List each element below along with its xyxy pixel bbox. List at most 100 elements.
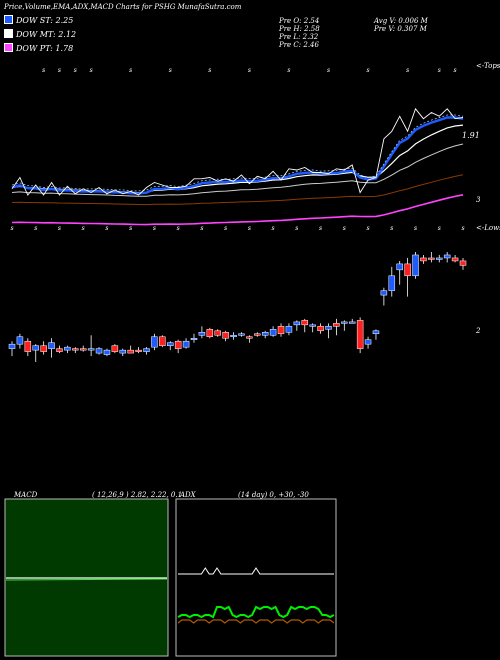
- prev-close: Pre C: 2.46: [279, 41, 319, 49]
- price-line: [11, 107, 464, 196]
- candle-up: [293, 321, 301, 326]
- top-marker: s: [58, 67, 61, 74]
- top-marker: s: [367, 67, 370, 74]
- candle-down: [333, 323, 340, 327]
- ema-mid-line: [11, 143, 464, 197]
- top-marker: s: [42, 67, 45, 74]
- candle-up: [230, 335, 237, 338]
- candle-down: [111, 345, 119, 352]
- top-marker: s: [287, 67, 290, 74]
- legend-swatch-pt: [4, 43, 13, 52]
- candle-up: [87, 348, 95, 351]
- macd-signal-line: [5, 578, 168, 581]
- adx-plus-line: [177, 605, 335, 619]
- prev-high: Pre H: 2.58: [279, 25, 320, 33]
- legend-label-pt: DOW PT: 1.78: [16, 44, 74, 53]
- candle-down: [356, 320, 364, 349]
- candle-up: [190, 337, 198, 340]
- low-marker: s: [177, 225, 180, 232]
- low-marker: s: [105, 225, 108, 232]
- candle-down: [428, 257, 435, 260]
- candle-down: [277, 326, 285, 335]
- candle-up: [143, 348, 150, 352]
- candle-up: [372, 330, 380, 335]
- candle-up: [32, 345, 39, 351]
- candle-down: [301, 320, 309, 326]
- low-marker: s: [438, 225, 441, 232]
- ema-axis-label: 3: [476, 196, 481, 204]
- candlestick-panel: [8, 252, 467, 363]
- top-marker: s: [454, 67, 457, 74]
- candle-down: [174, 340, 182, 349]
- adx-line: [178, 567, 334, 575]
- top-marker: s: [438, 67, 441, 74]
- low-marker: s: [295, 225, 298, 232]
- adx-lines: [177, 567, 335, 624]
- candle-up: [261, 332, 269, 336]
- prev-low: Pre L: 2.32: [279, 33, 319, 41]
- candle-up: [436, 257, 443, 260]
- low-marker: s: [319, 225, 322, 232]
- adx-minus-line: [177, 619, 335, 624]
- low-marker: s: [10, 225, 13, 232]
- legend-dow-mt: DOW MT: 2.12: [4, 29, 76, 39]
- dow-st-line: [11, 116, 464, 195]
- macd-lines: [5, 577, 168, 581]
- legend-label-st: DOW ST: 2.25: [16, 16, 74, 25]
- candle-down: [159, 336, 166, 346]
- candle-down: [451, 257, 459, 262]
- candle-up: [95, 348, 103, 354]
- low-marker: s: [461, 225, 464, 232]
- candle-up: [285, 326, 293, 333]
- candle-up: [8, 343, 16, 349]
- candle-up: [238, 333, 245, 336]
- candle-up: [166, 342, 174, 346]
- candle-up: [182, 340, 190, 348]
- candle-down: [24, 340, 32, 352]
- candle-up: [269, 329, 277, 336]
- candle-up: [380, 290, 388, 296]
- low-marker: s: [367, 225, 370, 232]
- candle-up: [364, 339, 372, 345]
- candle-down: [72, 348, 79, 351]
- candle-axis-label: 2: [476, 327, 481, 335]
- candle-down: [40, 345, 47, 352]
- candle-up: [348, 321, 356, 324]
- legend-swatch-mt: [4, 29, 13, 38]
- candle-up: [443, 254, 451, 259]
- candle-down: [317, 326, 324, 332]
- macd-params: ( 12,26,9 ) 2.82, 2.22, 0.1: [92, 491, 183, 499]
- low-marker: s: [58, 225, 61, 232]
- candle-down: [459, 260, 467, 266]
- top-marker: s: [129, 67, 132, 74]
- legend-dow-st: DOW ST: 2.25: [4, 15, 73, 25]
- low-marker: s: [414, 225, 417, 232]
- candle-up: [151, 336, 158, 348]
- top-marker: s: [208, 67, 211, 74]
- low-marker: s: [82, 225, 85, 232]
- candle-down: [127, 349, 134, 354]
- low-marker: s: [272, 225, 275, 232]
- candle-down: [214, 330, 221, 336]
- low-marker: s: [153, 225, 156, 232]
- top-marker: s: [327, 67, 330, 74]
- low-marker: s: [248, 225, 251, 232]
- top-marker: s: [74, 67, 77, 74]
- candle-down: [404, 263, 411, 277]
- adx-label: ADX: [180, 491, 196, 499]
- candle-down: [206, 329, 214, 338]
- candle-down: [222, 332, 229, 339]
- candle-down: [79, 348, 87, 351]
- candle-up: [325, 326, 332, 330]
- candle-down: [254, 333, 261, 336]
- candle-up: [119, 349, 127, 354]
- candle-down: [420, 257, 427, 262]
- legend-dow-pt: DOW PT: 1.78: [4, 43, 73, 53]
- legend-label-mt: DOW MT: 2.12: [16, 30, 77, 39]
- candle-up: [412, 254, 419, 277]
- prev-volume: Pre V: 0.307 M: [374, 25, 427, 33]
- candle-up: [103, 349, 111, 355]
